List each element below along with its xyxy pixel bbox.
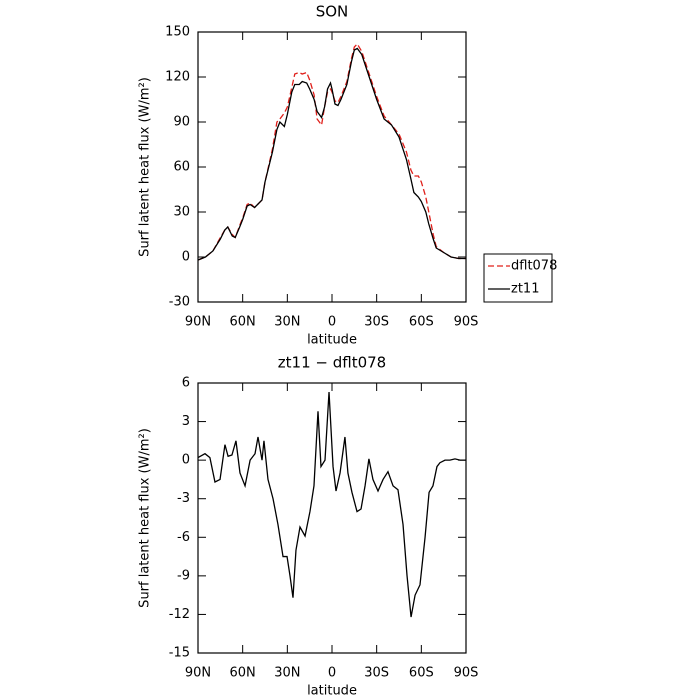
y-tick-label: 30 — [173, 205, 190, 220]
x-tick-label: 30N — [274, 315, 300, 330]
data-line — [197, 42, 466, 261]
legend-label: dflt078 — [511, 259, 557, 274]
x-axis-label: latitude — [307, 684, 357, 699]
chart-title: SON — [316, 3, 349, 21]
data-line — [197, 47, 466, 261]
legend-label: zt11 — [511, 282, 539, 297]
y-tick-label: 0 — [182, 250, 190, 265]
y-axis-label: Surf latent heat flux (W/m²) — [138, 428, 153, 608]
x-tick-label: 30S — [364, 315, 389, 330]
x-tick-label: 90S — [454, 315, 479, 330]
y-tick-label: -30 — [169, 295, 190, 310]
x-tick-label: 60S — [409, 315, 434, 330]
y-tick-label: 0 — [182, 453, 190, 468]
y-tick-label: 150 — [165, 25, 190, 40]
y-tick-label: -3 — [177, 491, 190, 506]
x-tick-label: 0 — [328, 666, 336, 681]
y-tick-label: 6 — [182, 376, 190, 391]
y-tick-label: -6 — [177, 530, 190, 545]
plot-frame — [197, 31, 467, 303]
x-tick-label: 60S — [409, 666, 434, 681]
chart-title: zt11 − dflt078 — [278, 354, 386, 372]
y-tick-label: -9 — [177, 568, 190, 583]
x-tick-label: 60N — [230, 666, 256, 681]
y-axis-label: Surf latent heat flux (W/m²) — [138, 77, 153, 257]
x-tick-label: 0 — [328, 315, 336, 330]
y-tick-label: -12 — [169, 607, 190, 622]
plot-frame — [197, 382, 467, 654]
x-tick-label: 60N — [230, 315, 256, 330]
legend-box — [483, 253, 553, 303]
y-tick-label: 3 — [182, 414, 190, 429]
x-tick-label: 30N — [274, 666, 300, 681]
x-tick-label: 90S — [454, 666, 479, 681]
data-line — [197, 391, 466, 618]
x-tick-label: 90N — [185, 315, 211, 330]
y-tick-label: 120 — [165, 70, 190, 85]
x-tick-label: 90N — [185, 666, 211, 681]
y-tick-label: -15 — [169, 646, 190, 661]
x-tick-label: 30S — [364, 666, 389, 681]
x-axis-label: latitude — [307, 333, 357, 348]
y-tick-label: 90 — [173, 115, 190, 130]
y-tick-label: 60 — [173, 160, 190, 175]
